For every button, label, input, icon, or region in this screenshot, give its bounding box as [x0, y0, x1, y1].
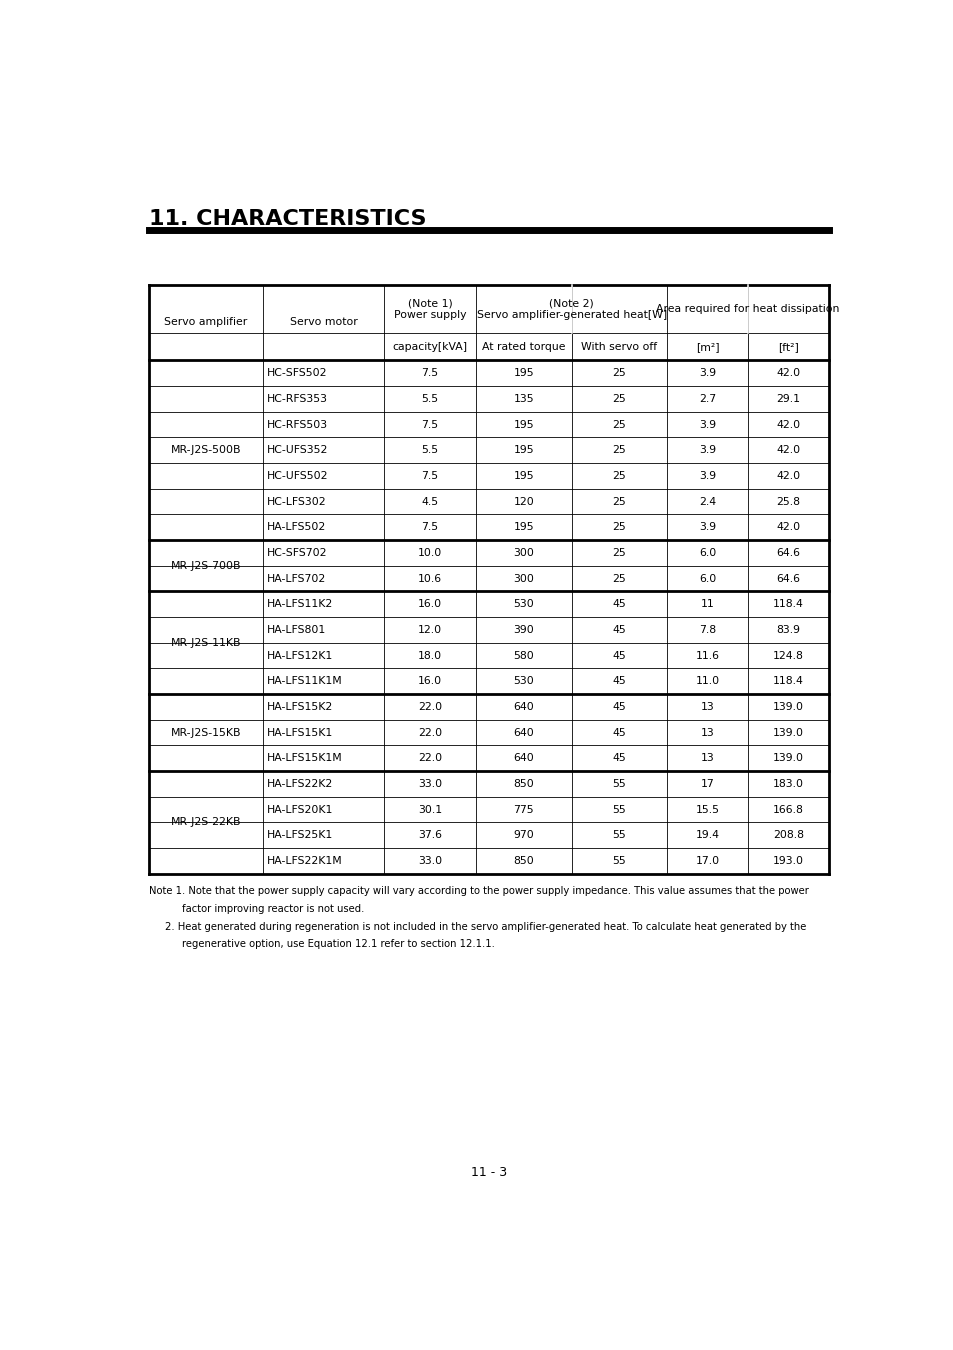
Text: 45: 45	[612, 676, 626, 686]
Text: 195: 195	[513, 471, 534, 481]
Text: 25: 25	[612, 548, 626, 558]
Text: 7.5: 7.5	[421, 471, 438, 481]
Text: 25: 25	[612, 522, 626, 532]
Text: HA-LFS801: HA-LFS801	[266, 625, 325, 634]
Text: 3.9: 3.9	[699, 420, 716, 429]
Text: 195: 195	[513, 446, 534, 455]
Text: 17.0: 17.0	[695, 856, 719, 865]
Text: 45: 45	[612, 753, 626, 763]
Text: 45: 45	[612, 728, 626, 737]
Text: HA-LFS20K1: HA-LFS20K1	[266, 805, 333, 814]
Text: 120: 120	[513, 497, 534, 506]
Text: 22.0: 22.0	[417, 753, 441, 763]
Text: 22.0: 22.0	[417, 728, 441, 737]
Text: 55: 55	[612, 805, 626, 814]
Text: MR-J2S-700B: MR-J2S-700B	[171, 560, 241, 571]
Text: 37.6: 37.6	[417, 830, 441, 840]
Text: 850: 850	[513, 856, 534, 865]
Text: MR-J2S-11KB: MR-J2S-11KB	[171, 637, 241, 648]
Text: 11.0: 11.0	[695, 676, 719, 686]
Text: 3.9: 3.9	[699, 471, 716, 481]
Text: 45: 45	[612, 702, 626, 711]
Text: 7.5: 7.5	[421, 420, 438, 429]
Text: 530: 530	[513, 676, 534, 686]
Text: 45: 45	[612, 651, 626, 660]
Text: 208.8: 208.8	[772, 830, 803, 840]
Text: 183.0: 183.0	[772, 779, 803, 788]
Text: HA-LFS11K1M: HA-LFS11K1M	[266, 676, 342, 686]
Text: 11. CHARACTERISTICS: 11. CHARACTERISTICS	[149, 209, 426, 228]
Text: 3.9: 3.9	[699, 369, 716, 378]
Text: 30.1: 30.1	[417, 805, 441, 814]
Text: 7.5: 7.5	[421, 522, 438, 532]
Text: 25: 25	[612, 446, 626, 455]
Text: 640: 640	[513, 753, 534, 763]
Text: 55: 55	[612, 830, 626, 840]
Text: 850: 850	[513, 779, 534, 788]
Text: HA-LFS702: HA-LFS702	[266, 574, 325, 583]
Text: 118.4: 118.4	[772, 676, 803, 686]
Text: 5.5: 5.5	[421, 394, 438, 404]
Text: 6.0: 6.0	[699, 548, 716, 558]
Text: 19.4: 19.4	[695, 830, 719, 840]
Text: regenerative option, use Equation 12.1 refer to section 12.1.1.: regenerative option, use Equation 12.1 r…	[182, 940, 495, 949]
Text: Servo motor: Servo motor	[290, 317, 357, 328]
Text: 195: 195	[513, 522, 534, 532]
Text: 139.0: 139.0	[772, 728, 803, 737]
Text: capacity[kVA]: capacity[kVA]	[392, 342, 467, 352]
Text: 195: 195	[513, 420, 534, 429]
Text: 13: 13	[700, 753, 714, 763]
Text: 45: 45	[612, 625, 626, 634]
Text: 775: 775	[513, 805, 534, 814]
Text: HA-LFS15K1: HA-LFS15K1	[266, 728, 333, 737]
Text: 33.0: 33.0	[417, 856, 441, 865]
Text: 193.0: 193.0	[772, 856, 803, 865]
Text: 83.9: 83.9	[776, 625, 800, 634]
Text: 45: 45	[612, 599, 626, 609]
Text: 25: 25	[612, 420, 626, 429]
Text: factor improving reactor is not used.: factor improving reactor is not used.	[182, 904, 364, 914]
Text: 16.0: 16.0	[417, 676, 441, 686]
Text: 22.0: 22.0	[417, 702, 441, 711]
Text: [ft²]: [ft²]	[778, 342, 799, 352]
Text: 42.0: 42.0	[776, 522, 800, 532]
Text: 25: 25	[612, 497, 626, 506]
Text: HA-LFS15K1M: HA-LFS15K1M	[266, 753, 342, 763]
Text: 530: 530	[513, 599, 534, 609]
Text: 11: 11	[700, 599, 714, 609]
Text: HC-LFS302: HC-LFS302	[266, 497, 326, 506]
Text: 15.5: 15.5	[695, 805, 719, 814]
Text: 640: 640	[513, 728, 534, 737]
Text: 124.8: 124.8	[772, 651, 803, 660]
Text: 25: 25	[612, 574, 626, 583]
Text: 18.0: 18.0	[417, 651, 441, 660]
Text: 166.8: 166.8	[772, 805, 803, 814]
Text: 390: 390	[513, 625, 534, 634]
Text: 2. Heat generated during regeneration is not included in the servo amplifier-gen: 2. Heat generated during regeneration is…	[165, 922, 805, 931]
Text: 33.0: 33.0	[417, 779, 441, 788]
Text: 25.8: 25.8	[776, 497, 800, 506]
Text: 10.6: 10.6	[417, 574, 441, 583]
Text: 11.6: 11.6	[695, 651, 719, 660]
Text: [m²]: [m²]	[695, 342, 719, 352]
Text: 3.9: 3.9	[699, 446, 716, 455]
Text: 29.1: 29.1	[776, 394, 800, 404]
Text: HA-LFS11K2: HA-LFS11K2	[266, 599, 333, 609]
Text: HC-SFS702: HC-SFS702	[266, 548, 327, 558]
Text: 300: 300	[513, 574, 534, 583]
Text: 118.4: 118.4	[772, 599, 803, 609]
Text: 42.0: 42.0	[776, 446, 800, 455]
Text: HC-UFS352: HC-UFS352	[266, 446, 328, 455]
Text: (Note 2)
Servo amplifier-generated heat[W]: (Note 2) Servo amplifier-generated heat[…	[476, 298, 666, 320]
Text: At rated torque: At rated torque	[481, 342, 565, 352]
Text: 4.5: 4.5	[421, 497, 438, 506]
Text: With servo off: With servo off	[580, 342, 657, 352]
Text: HA-LFS22K2: HA-LFS22K2	[266, 779, 333, 788]
Text: 7.8: 7.8	[699, 625, 716, 634]
Text: HC-RFS353: HC-RFS353	[266, 394, 327, 404]
Text: 11 - 3: 11 - 3	[471, 1165, 506, 1179]
Text: 13: 13	[700, 728, 714, 737]
Text: 3.9: 3.9	[699, 522, 716, 532]
Text: 64.6: 64.6	[776, 548, 800, 558]
Text: 42.0: 42.0	[776, 420, 800, 429]
